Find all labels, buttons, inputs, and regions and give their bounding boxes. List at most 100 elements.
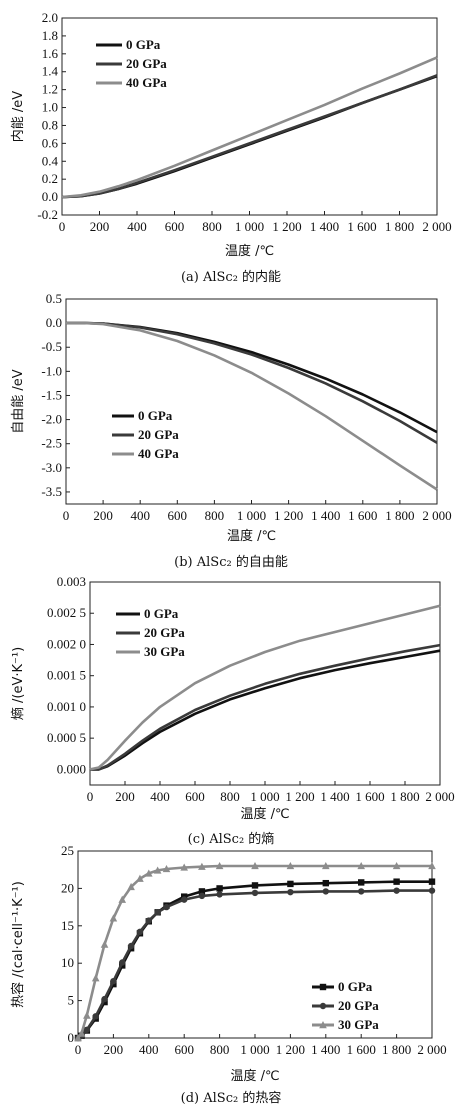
y-axis-label: 熵 /(eV·K⁻¹) <box>10 647 26 720</box>
y-axis-label: 热容 /(cal·cell⁻¹·K⁻¹) <box>10 881 26 1008</box>
y-tick-label: 0.000 5 <box>47 730 86 745</box>
legend-label: 0 GPa <box>138 408 173 423</box>
y-tick-label: 1.2 <box>42 82 58 97</box>
y-tick-label: -3.5 <box>41 484 62 499</box>
data-point <box>153 866 162 874</box>
x-tick-label: 1 400 <box>310 219 339 234</box>
series-line-0-gpa <box>90 649 441 771</box>
x-tick-label: 800 <box>202 219 222 234</box>
panel-caption: (c) AlSc₂ 的熵 <box>188 831 275 847</box>
series-line-20-gpa <box>66 321 438 444</box>
x-tick-label: 400 <box>150 789 170 804</box>
y-tick-label: 0.001 5 <box>47 668 86 683</box>
x-tick-label: 200 <box>104 1042 124 1057</box>
y-axis-label: 内能 /eV <box>10 91 26 143</box>
x-tick-label: 1 000 <box>240 1042 269 1057</box>
data-point <box>136 874 144 882</box>
data-point <box>251 889 259 897</box>
data-point <box>251 882 259 889</box>
series-line-20-gpa <box>90 643 441 771</box>
x-tick-label: 2 000 <box>417 1042 446 1057</box>
y-tick-label: 0.0 <box>46 315 62 330</box>
y-tick-label: 20 <box>61 880 74 895</box>
data-point <box>428 861 436 870</box>
data-point <box>127 882 135 891</box>
series-line-20-gpa <box>61 74 438 199</box>
data-point <box>358 879 365 886</box>
x-tick-label: 1 800 <box>385 219 414 234</box>
x-tick-label: 400 <box>127 219 147 234</box>
data-point <box>118 895 127 903</box>
x-tick-label: 200 <box>93 508 113 523</box>
data-point <box>83 1026 91 1033</box>
series-line-40-gpa <box>61 56 438 199</box>
legend-label: 20 GPa <box>138 427 179 442</box>
x-tick-label: 200 <box>115 789 135 804</box>
x-tick-label: 1 800 <box>390 789 419 804</box>
panel-c-entropy: 0 200 400 600 800 1 000 1 200 1 400 1 600 1 800 2 … <box>10 574 455 847</box>
legend-marker <box>319 983 327 991</box>
x-tick-label: 800 <box>205 508 225 523</box>
x-tick-label: 1 600 <box>347 1042 376 1057</box>
x-tick-label: 1 800 <box>382 1042 411 1057</box>
y-tick-label: -2.0 <box>41 412 62 427</box>
panel-caption: (d) AlSc₂ 的热容 <box>181 1090 282 1106</box>
x-tick-label: 400 <box>139 1042 159 1057</box>
series-line-40-gpa <box>66 321 438 491</box>
x-axis-label: 温度 /℃ <box>230 1068 279 1084</box>
y-tick-label: 25 <box>61 843 74 858</box>
legend-label: 20 GPa <box>144 625 185 640</box>
x-tick-label: 1 000 <box>235 219 264 234</box>
data-point <box>286 861 295 870</box>
legend-label: 20 GPa <box>126 56 167 71</box>
y-tick-label: 1.8 <box>42 28 58 43</box>
y-tick-label: 10 <box>61 955 74 970</box>
y-tick-label: 2.0 <box>42 10 58 25</box>
x-tick-label: 0 <box>87 789 94 804</box>
data-point <box>251 861 259 870</box>
legend-label: 0 GPa <box>144 606 179 621</box>
y-tick-label: 0.000 <box>57 761 86 776</box>
legend-label: 40 GPa <box>138 446 179 461</box>
panel-caption: (a) AlSc₂ 的内能 <box>181 269 281 285</box>
series-line-20-gpa <box>77 889 432 1040</box>
data-point <box>74 1034 82 1042</box>
x-tick-label: 800 <box>220 789 240 804</box>
data-point <box>163 903 170 911</box>
y-tick-label: -0.5 <box>41 339 62 354</box>
legend-label: 40 GPa <box>126 75 167 90</box>
y-tick-label: -2.5 <box>41 436 62 451</box>
data-point <box>145 869 153 877</box>
x-tick-label: 2 000 <box>425 789 454 804</box>
x-axis-label: 温度 /℃ <box>225 243 274 259</box>
x-axis-label: 温度 /℃ <box>240 806 289 822</box>
panel-caption: (b) AlSc₂ 的自由能 <box>174 554 288 570</box>
legend-marker <box>319 1002 327 1010</box>
data-point <box>181 896 188 903</box>
data-point <box>92 1013 99 1020</box>
data-point <box>428 878 436 885</box>
y-tick-label: 1.4 <box>42 64 59 79</box>
data-point <box>127 942 135 950</box>
data-point <box>287 880 294 888</box>
data-point <box>322 888 329 895</box>
data-point <box>322 861 330 870</box>
data-point <box>216 885 223 892</box>
series-line-0-gpa <box>77 880 432 1040</box>
y-tick-label: 5 <box>68 993 75 1008</box>
x-tick-label: 1 000 <box>250 789 279 804</box>
x-tick-label: 1 200 <box>272 219 301 234</box>
y-tick-label: 1.0 <box>42 100 58 115</box>
x-tick-label: 2 000 <box>422 508 451 523</box>
y-tick-label: 0.4 <box>42 153 59 168</box>
legend-label: 30 GPa <box>338 1017 379 1032</box>
y-tick-label: 0.002 0 <box>47 636 86 651</box>
x-tick-label: 1 400 <box>311 1042 340 1057</box>
y-tick-label: 0.6 <box>42 135 59 150</box>
data-point <box>109 914 118 922</box>
x-tick-label: 600 <box>165 219 185 234</box>
y-tick-label: 1.6 <box>42 46 59 61</box>
y-tick-label: -1.5 <box>41 387 62 402</box>
y-tick-label: 0.002 5 <box>47 605 86 620</box>
